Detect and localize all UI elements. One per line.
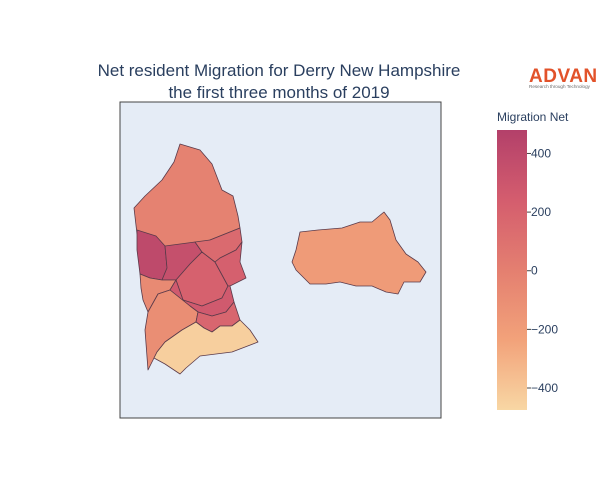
map-title-line1: Net resident Migration for Derry New Ham… — [98, 61, 461, 80]
colorbar-gradient — [497, 130, 527, 410]
region-east-parcel[interactable] — [291, 211, 427, 295]
colorbar-title: Migration Net — [497, 110, 569, 124]
advan-logo-tagline: Research through Technology — [529, 84, 591, 89]
map-regions — [133, 143, 427, 375]
colorbar-tick-label: −200 — [531, 322, 558, 336]
advan-logo: ADVAN Research through Technology — [529, 66, 598, 89]
colorbar-tick-label: 400 — [531, 146, 551, 160]
advan-logo-name: ADVAN — [529, 66, 598, 87]
map-title-line2: the first three months of 2019 — [168, 83, 389, 102]
colorbar-ticks: 400 200 0 −200 −400 — [527, 146, 558, 395]
region-south[interactable] — [153, 319, 259, 375]
colorbar-tick-label: 200 — [531, 205, 551, 219]
colorbar-tick-label: 0 — [531, 264, 538, 278]
colorbar-tick-label: −400 — [531, 381, 558, 395]
